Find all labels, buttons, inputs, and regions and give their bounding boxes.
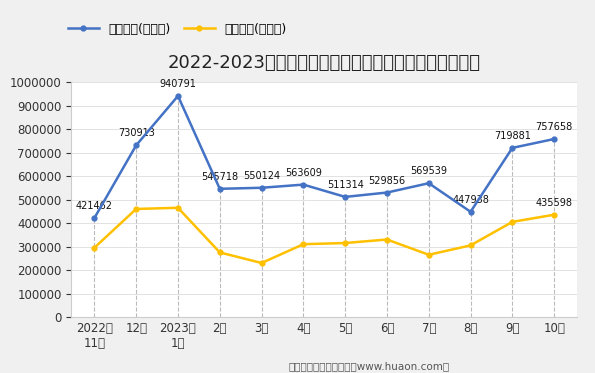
出口总额(万美元) <box>550 137 558 141</box>
Text: 940791: 940791 <box>159 79 196 89</box>
出口总额(万美元) <box>467 210 474 214</box>
出口总额(万美元) <box>133 143 140 148</box>
Text: 545718: 545718 <box>201 172 239 182</box>
出口总额(万美元) <box>425 181 433 185</box>
出口总额(万美元) <box>174 94 181 98</box>
出口总额(万美元) <box>216 186 223 191</box>
进口总额(万美元) <box>91 245 98 250</box>
进口总额(万美元) <box>300 242 307 247</box>
Line: 出口总额(万美元): 出口总额(万美元) <box>92 94 556 220</box>
Text: 421462: 421462 <box>76 201 113 211</box>
Legend: 出口总额(万美元), 进口总额(万美元): 出口总额(万美元), 进口总额(万美元) <box>68 22 287 35</box>
进口总额(万美元) <box>133 207 140 211</box>
出口总额(万美元) <box>91 216 98 220</box>
Text: 730913: 730913 <box>118 128 155 138</box>
出口总额(万美元) <box>383 190 390 195</box>
Text: 447938: 447938 <box>452 195 489 205</box>
出口总额(万美元) <box>300 182 307 187</box>
Text: 511314: 511314 <box>327 180 364 190</box>
Text: 435598: 435598 <box>536 198 572 208</box>
Text: 569539: 569539 <box>411 166 447 176</box>
进口总额(万美元) <box>216 250 223 255</box>
进口总额(万美元) <box>550 213 558 217</box>
进口总额(万美元) <box>425 253 433 257</box>
进口总额(万美元) <box>342 241 349 245</box>
出口总额(万美元) <box>342 195 349 199</box>
Text: 719881: 719881 <box>494 131 531 141</box>
进口总额(万美元) <box>174 206 181 210</box>
Title: 2022-2023年河南省商品收发货人所在地进、出口额统计: 2022-2023年河南省商品收发货人所在地进、出口额统计 <box>168 54 481 72</box>
Text: 550124: 550124 <box>243 171 280 181</box>
出口总额(万美元) <box>509 145 516 150</box>
Text: 制图：华经产业研究院（www.huaon.com）: 制图：华经产业研究院（www.huaon.com） <box>289 361 449 371</box>
进口总额(万美元) <box>467 243 474 248</box>
进口总额(万美元) <box>258 261 265 265</box>
进口总额(万美元) <box>509 220 516 224</box>
进口总额(万美元) <box>383 237 390 242</box>
Text: 529856: 529856 <box>368 176 406 186</box>
Line: 进口总额(万美元): 进口总额(万美元) <box>92 206 556 266</box>
Text: 757658: 757658 <box>536 122 573 132</box>
Text: 563609: 563609 <box>285 167 322 178</box>
出口总额(万美元) <box>258 185 265 190</box>
